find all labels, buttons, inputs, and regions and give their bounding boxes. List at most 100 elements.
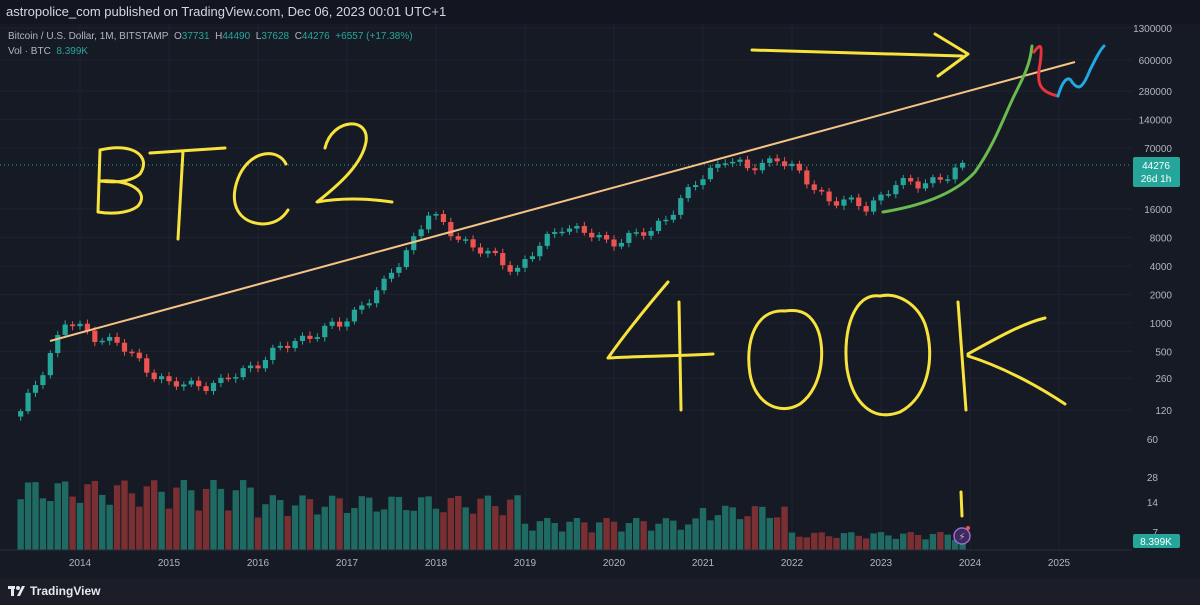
price-chart[interactable]: ⚡ 1300000 600000 280000 140000 70000 16000 800… bbox=[0, 24, 1200, 578]
volume-bar bbox=[17, 499, 24, 550]
volume-bar bbox=[314, 514, 321, 550]
volume-bar bbox=[951, 539, 959, 550]
close-label: C bbox=[294, 31, 302, 42]
volume-bar bbox=[24, 482, 32, 550]
volume-bar bbox=[432, 508, 440, 550]
candle-body bbox=[507, 265, 513, 272]
candle-body bbox=[247, 365, 254, 369]
letter-k bbox=[956, 300, 1067, 412]
volume-bar bbox=[239, 480, 247, 550]
candle-body bbox=[908, 177, 914, 182]
candle-body bbox=[856, 197, 862, 207]
candle-body bbox=[744, 159, 751, 169]
volume-bar bbox=[514, 495, 521, 550]
price-tick-label: 8000 bbox=[1150, 233, 1173, 244]
volume-bar bbox=[32, 482, 39, 550]
candle-body bbox=[915, 181, 921, 189]
low-label: L bbox=[255, 31, 262, 42]
candle-body bbox=[537, 245, 543, 257]
volume-bar bbox=[506, 499, 514, 550]
candle-body bbox=[225, 377, 231, 380]
candle-body bbox=[722, 163, 728, 165]
price-tick-label: 1300000 bbox=[1133, 24, 1172, 35]
time-tick-label: 2020 bbox=[603, 558, 626, 569]
candle-body bbox=[270, 347, 276, 361]
candle-body bbox=[692, 185, 699, 188]
volume-bar bbox=[299, 495, 306, 550]
time-tick-label: 2017 bbox=[336, 558, 359, 569]
price-tick-label: 260 bbox=[1155, 374, 1172, 385]
footer-brand: TradingView bbox=[30, 584, 101, 598]
candle-body bbox=[759, 162, 765, 171]
candle-body bbox=[144, 358, 150, 373]
candle-body bbox=[774, 158, 780, 162]
volume-bar bbox=[269, 495, 277, 550]
volume-bar bbox=[232, 490, 239, 550]
candle-body bbox=[433, 214, 439, 216]
volume-bar bbox=[870, 533, 877, 550]
volume-bar bbox=[677, 529, 684, 550]
projection-red bbox=[1032, 44, 1060, 98]
volume-bar bbox=[440, 512, 447, 550]
candle-body bbox=[129, 351, 135, 354]
price-tick-label: 600000 bbox=[1139, 56, 1173, 67]
time-tick-label: 2022 bbox=[781, 558, 804, 569]
volume-bar bbox=[388, 496, 395, 550]
price-tick-label: 16000 bbox=[1144, 205, 1172, 216]
volume-bar bbox=[121, 480, 128, 550]
candle-body bbox=[603, 235, 610, 240]
candle-body bbox=[25, 392, 31, 412]
candle-body bbox=[863, 206, 869, 212]
handwritten-annotations bbox=[96, 32, 1067, 518]
volume-bar bbox=[818, 532, 825, 550]
volume-bar bbox=[106, 504, 113, 550]
volume-bar bbox=[143, 486, 150, 550]
candle-body bbox=[937, 177, 943, 180]
candle-body bbox=[240, 368, 246, 378]
candle-body bbox=[40, 375, 46, 386]
volume-bar bbox=[54, 483, 61, 550]
publisher-text: astropolice_com published on TradingView… bbox=[6, 4, 447, 19]
volume-bar bbox=[99, 494, 106, 550]
volume-bar bbox=[284, 515, 291, 550]
volume-bar bbox=[410, 510, 417, 550]
volume-bar bbox=[173, 487, 180, 550]
volume-bar bbox=[803, 537, 811, 550]
volume-bar bbox=[877, 532, 885, 550]
volume-bar bbox=[395, 496, 403, 550]
candle-body bbox=[262, 360, 269, 369]
volume-bar bbox=[603, 518, 610, 550]
candle-body bbox=[381, 278, 387, 291]
candle-body bbox=[529, 256, 536, 260]
time-axis[interactable]: 2014 2015 2016 2017 2018 2019 2020 2021 2022 2023… bbox=[0, 549, 1200, 578]
volume-bar bbox=[291, 505, 299, 550]
volume-bar bbox=[862, 538, 870, 550]
time-tick-label: 2018 bbox=[425, 558, 448, 569]
volume-bar bbox=[610, 521, 618, 550]
volume-bar bbox=[885, 535, 892, 550]
volume-bar bbox=[595, 522, 603, 550]
candle-body bbox=[411, 236, 417, 251]
volume-bar bbox=[655, 523, 662, 550]
letter-c bbox=[232, 152, 290, 226]
candle-body bbox=[396, 267, 402, 273]
candle-body bbox=[804, 170, 810, 185]
svg-text:⚡: ⚡ bbox=[958, 532, 965, 543]
current-volume-tag: 8.399K bbox=[1133, 534, 1180, 548]
alert-marker[interactable]: ⚡ bbox=[953, 526, 971, 545]
volume-bar bbox=[492, 506, 499, 550]
candle-body bbox=[114, 336, 120, 343]
volume-bar bbox=[202, 488, 210, 550]
candle-body bbox=[55, 334, 61, 354]
time-tick-label: 2016 bbox=[247, 558, 270, 569]
time-tick-label: 2025 bbox=[1048, 558, 1071, 569]
price-axis[interactable]: 1300000 600000 280000 140000 70000 16000 8000 4… bbox=[1132, 24, 1200, 578]
candle-body bbox=[470, 239, 476, 248]
volume-bar bbox=[366, 497, 373, 550]
high-label: H bbox=[215, 31, 223, 42]
volume-bar bbox=[684, 524, 692, 550]
candle-body bbox=[344, 321, 350, 327]
candle-body bbox=[448, 221, 454, 237]
candle-body bbox=[833, 201, 840, 206]
price-tick-label: 70000 bbox=[1144, 144, 1172, 155]
